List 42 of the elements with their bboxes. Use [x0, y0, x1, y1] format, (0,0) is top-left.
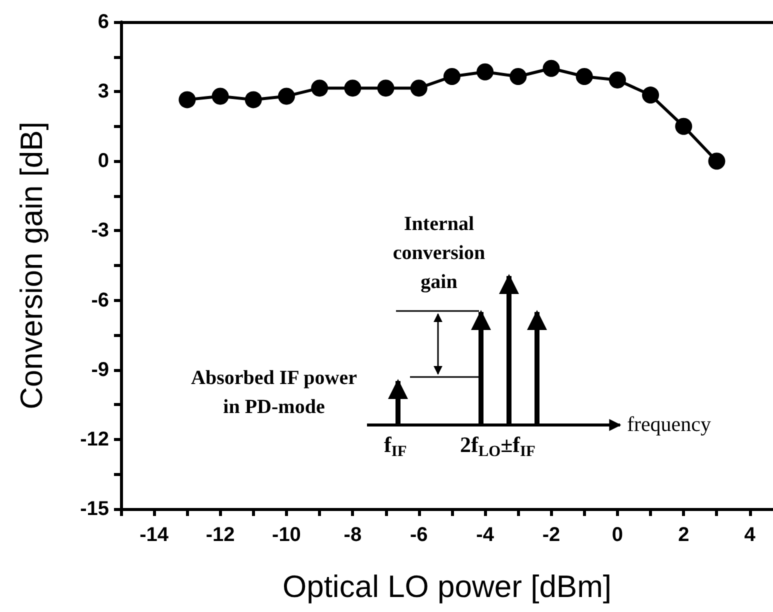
point [244, 91, 262, 108]
point [642, 86, 660, 104]
x-tick-label: -10 [272, 524, 301, 546]
point [311, 80, 328, 97]
point [608, 71, 626, 88]
y-tick-label: -15 [80, 498, 109, 520]
point [212, 88, 229, 105]
y-tick-label: -3 [91, 220, 109, 242]
y-tick-label: -6 [91, 289, 109, 312]
x-tick-label: -6 [410, 524, 428, 546]
point [178, 91, 196, 108]
annotation: frequency [627, 412, 712, 436]
x-tick-label: -12 [206, 524, 235, 546]
point [377, 80, 394, 97]
y-tick-label: -12 [80, 428, 109, 450]
y-tick-label: -9 [91, 358, 109, 381]
x-tick-label: -8 [344, 524, 362, 546]
annotation: f$_{IF}$ [384, 432, 407, 460]
x-tick-label: -4 [476, 524, 495, 546]
annotation: Internal conversion gain [392, 213, 486, 293]
annotation: 2f$_{LO}$±f$_{IF}$ [460, 432, 536, 460]
point [675, 118, 692, 135]
x-tick-label: -14 [140, 524, 170, 546]
point [708, 152, 726, 170]
y-tick-label: 3 [98, 80, 109, 103]
point [410, 80, 428, 97]
x-tick-label: 4 [744, 524, 756, 546]
x-tick-label: 2 [678, 524, 690, 546]
point [344, 80, 362, 97]
y-tick-label: 6 [98, 11, 109, 33]
y-axis-title: Conversion gain [dB] [14, 122, 49, 410]
point [510, 68, 527, 85]
point [542, 60, 560, 77]
annotation: Absorbed IF power in PD-mode [191, 367, 358, 418]
x-axis-title: Optical LO power [dBm] [282, 569, 612, 604]
x-tick-label: 0 [612, 524, 624, 546]
point [576, 68, 593, 85]
point [278, 88, 295, 105]
x-tick-label: -2 [542, 524, 560, 546]
point [443, 68, 460, 85]
point [476, 63, 494, 80]
y-tick-label: 0 [98, 150, 109, 172]
